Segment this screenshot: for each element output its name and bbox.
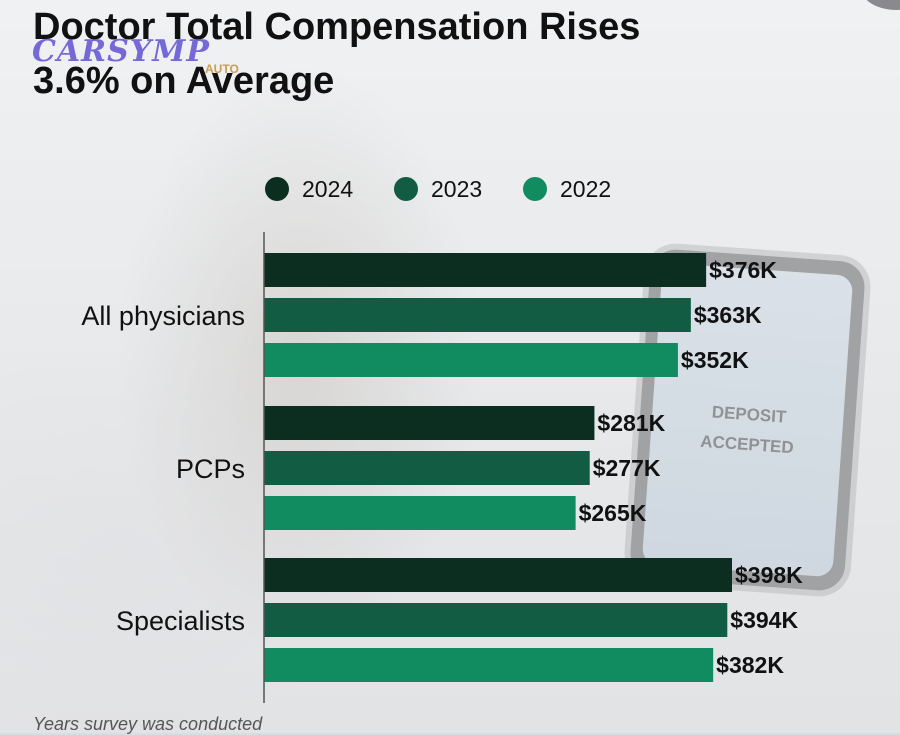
chart-title: Doctor Total Compensation Rises 3.6% on … — [33, 0, 733, 108]
value-label-pcps-2023: $277K — [593, 455, 661, 481]
watermark-logo-subtext: AUTO — [205, 62, 239, 76]
category-label-specialists: Specialists — [116, 606, 245, 636]
bar-pcps-2022 — [264, 496, 576, 530]
value-label-pcps-2022: $265K — [579, 500, 647, 526]
bar-specialists-2022 — [264, 648, 714, 682]
bar-all-physicians-2024 — [264, 253, 707, 287]
corner-decoration — [862, 0, 900, 10]
chart-legend: 2024 2023 2022 — [265, 176, 611, 202]
legend-label-2022: 2022 — [560, 176, 611, 202]
legend-marker-2023 — [394, 177, 418, 201]
category-label-all-physicians: All physicians — [81, 301, 245, 331]
legend-label-2023: 2023 — [431, 176, 482, 202]
bar-pcps-2024 — [264, 406, 595, 440]
bar-pcps-2023 — [264, 451, 590, 485]
category-label-pcps: PCPs — [176, 454, 245, 484]
chart-title-line-2: 3.6% on Average — [33, 60, 335, 102]
value-label-specialists-2024: $398K — [735, 562, 803, 588]
value-label-all-physicians-2023: $363K — [694, 302, 762, 328]
legend-label-2024: 2024 — [302, 176, 353, 202]
chart-bars: $376K $363K $352K $281K $277K $265K $398K $394K… — [264, 253, 803, 682]
value-label-all-physicians-2022: $352K — [681, 347, 749, 373]
footnote: Years survey was conducted — [33, 714, 263, 734]
bar-specialists-2024 — [264, 558, 732, 592]
value-label-all-physicians-2024: $376K — [709, 257, 777, 283]
legend-marker-2022 — [523, 177, 547, 201]
bar-all-physicians-2022 — [264, 343, 678, 377]
legend-marker-2024 — [265, 177, 289, 201]
value-label-pcps-2024: $281K — [597, 410, 665, 436]
bar-all-physicians-2023 — [264, 298, 691, 332]
category-labels: All physicians PCPs Specialists — [81, 301, 245, 636]
bar-specialists-2023 — [264, 603, 728, 637]
watermark-logo: CARSYMP — [32, 34, 210, 69]
value-label-specialists-2022: $382K — [716, 652, 784, 678]
value-label-specialists-2023: $394K — [730, 607, 798, 633]
chart-title-line-1: Doctor Total Compensation Rises — [33, 6, 641, 48]
